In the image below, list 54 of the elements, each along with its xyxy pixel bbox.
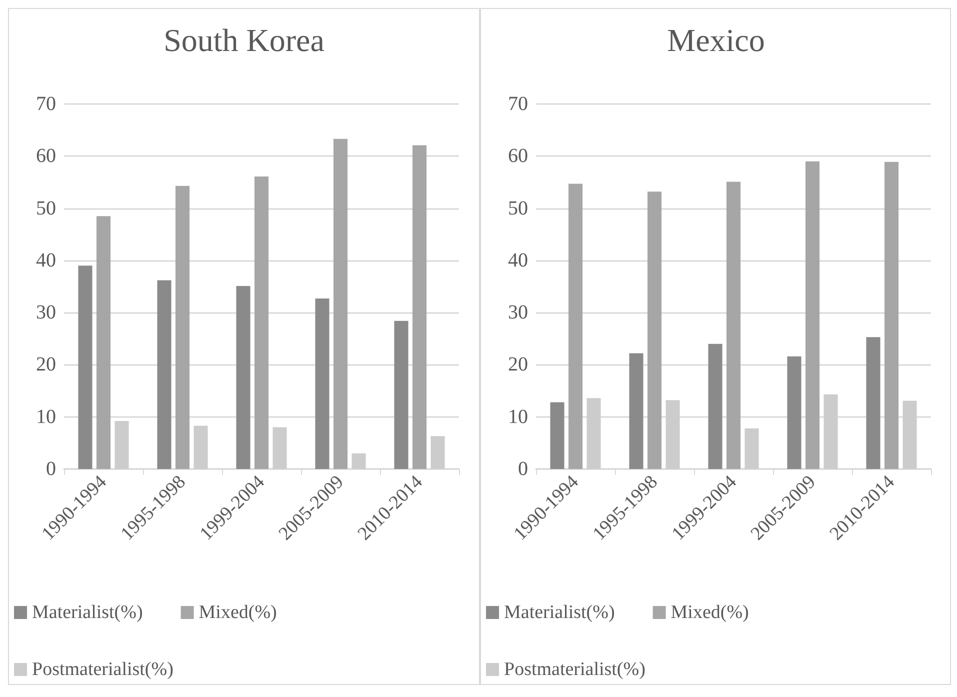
bar <box>352 453 366 469</box>
bar <box>412 145 427 469</box>
bar <box>194 426 208 469</box>
bar <box>586 398 601 469</box>
bar <box>568 184 583 469</box>
bar <box>629 353 644 469</box>
y-tick-label: 10 <box>36 406 56 428</box>
legend-label: Postmaterialist(%) <box>504 659 646 680</box>
bar <box>236 286 250 469</box>
legend-label: Mixed(%) <box>198 602 277 623</box>
y-tick-label: 40 <box>36 249 56 272</box>
y-tick-label: 70 <box>508 93 528 115</box>
y-tick-label: 20 <box>36 354 56 376</box>
bar <box>157 280 172 469</box>
legend-label: Postmaterialist(%) <box>32 659 174 680</box>
bar <box>272 427 287 469</box>
bar <box>394 320 408 469</box>
bar <box>666 400 680 469</box>
y-tick-label: 70 <box>36 93 56 115</box>
y-tick-label: 30 <box>36 302 56 324</box>
bar <box>254 176 269 469</box>
bar <box>902 400 917 469</box>
bar <box>744 428 759 469</box>
legend-label: Materialist(%) <box>32 602 143 623</box>
bar <box>647 192 662 469</box>
bar <box>824 394 838 469</box>
bar <box>884 162 899 469</box>
bar <box>805 161 820 469</box>
bar <box>708 344 722 469</box>
y-tick-label: 60 <box>36 145 56 168</box>
y-tick-label: 60 <box>508 145 528 168</box>
legend-label: Materialist(%) <box>504 602 615 623</box>
chart-title: Mexico <box>667 22 765 58</box>
y-tick-label: 40 <box>508 249 528 272</box>
bar <box>78 266 92 469</box>
bar <box>866 337 880 469</box>
y-tick-label: 0 <box>518 458 528 480</box>
y-tick-label: 0 <box>46 458 56 480</box>
bar <box>114 421 129 469</box>
bar <box>333 138 348 469</box>
y-tick-label: 20 <box>508 354 528 376</box>
y-tick-label: 10 <box>508 406 528 428</box>
bar <box>726 182 741 469</box>
y-tick-label: 50 <box>36 197 56 220</box>
bar <box>787 356 802 469</box>
y-tick-label: 30 <box>508 302 528 324</box>
chart-title: South Korea <box>164 22 324 58</box>
y-tick-label: 50 <box>508 197 528 220</box>
bar <box>96 216 111 469</box>
legend-label: Mixed(%) <box>670 602 749 623</box>
bar <box>315 298 330 469</box>
bar <box>430 436 445 469</box>
bar <box>175 186 190 469</box>
bar <box>550 402 564 469</box>
